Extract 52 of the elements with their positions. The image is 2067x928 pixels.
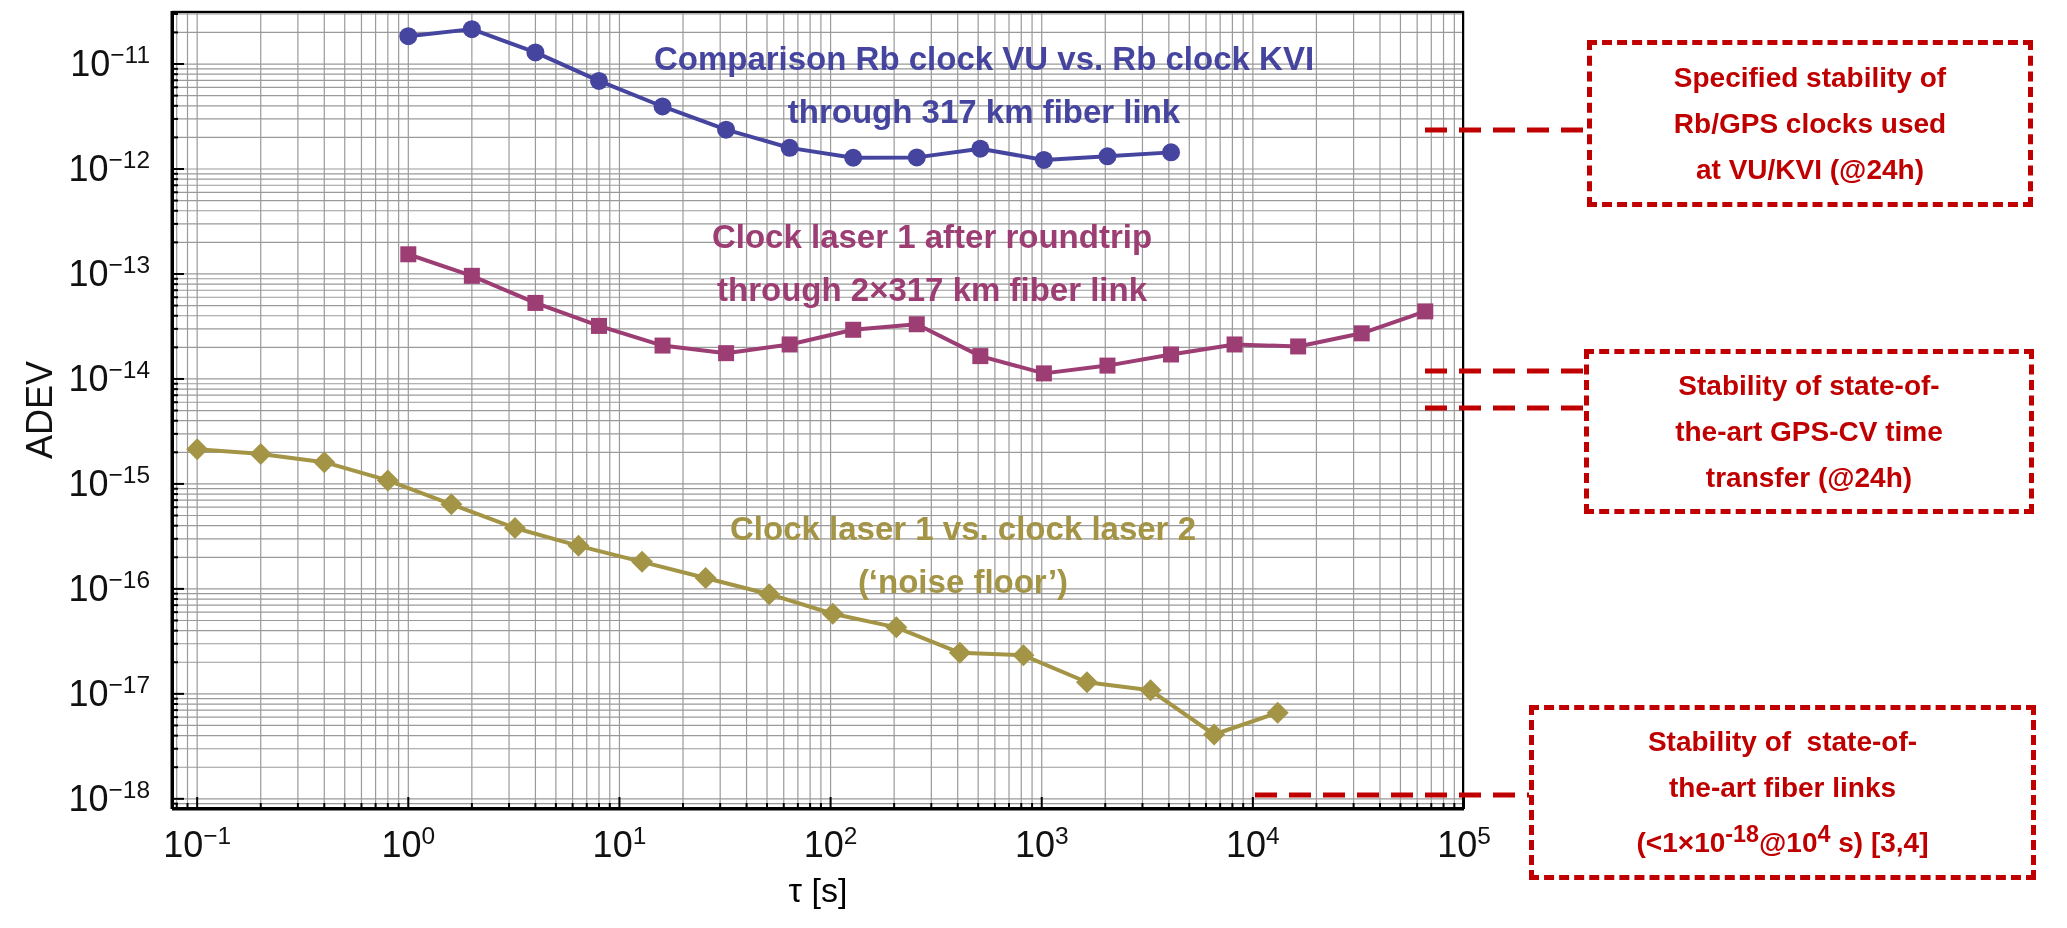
x-tick-label: 10$^{0}$ — [381, 821, 436, 865]
point — [1417, 303, 1434, 320]
y-tick-label: 10$^{−18}$ — [68, 775, 150, 819]
dashed-callout: Stability of state-of- the-art GPS-CV time transfer (@24h) — [1425, 349, 2034, 514]
x-tick-label: 10$^{2}$ — [803, 821, 858, 865]
point — [1099, 357, 1116, 374]
point — [1163, 346, 1180, 363]
point — [590, 317, 607, 334]
point — [589, 71, 608, 90]
point — [780, 138, 799, 157]
point — [1162, 143, 1181, 162]
point — [717, 120, 736, 139]
x-tick-label: 10$^{1}$ — [592, 821, 647, 865]
series-label: Clock laser 1 vs. clock laser 2 (‘noise floor’) — [730, 509, 1196, 602]
y-tick-label: 10$^{−12}$ — [68, 145, 150, 189]
point — [654, 337, 671, 354]
point — [972, 348, 989, 365]
point — [907, 148, 926, 167]
point — [1098, 147, 1117, 166]
y-axis-title: ADEV — [19, 360, 60, 460]
dashed-callout: Specified stability of Rb/GPS clocks used at VU/KVI (@24h) — [1425, 40, 2033, 207]
x-tick-label: 10$^{−1}$ — [163, 821, 232, 865]
y-tick-label: 10$^{−13}$ — [68, 250, 150, 294]
point — [1290, 338, 1307, 355]
series-label: Comparison Rb clock VU vs. Rb clock KVI through 317 km fiber link — [653, 39, 1315, 132]
y-tick-label: 10$^{−17}$ — [68, 670, 150, 714]
point — [844, 148, 863, 167]
x-tick-label: 10$^{3}$ — [1014, 821, 1069, 865]
point — [653, 97, 672, 116]
point — [462, 20, 481, 39]
point — [1226, 336, 1243, 353]
y-tick-label: 10$^{−15}$ — [68, 460, 150, 504]
point — [400, 246, 417, 263]
point — [527, 294, 544, 311]
point — [908, 316, 925, 333]
point — [781, 336, 798, 353]
point — [845, 321, 862, 338]
point — [463, 267, 480, 284]
point — [1353, 325, 1370, 342]
point — [399, 27, 418, 46]
y-tick-label: 10$^{−16}$ — [68, 565, 150, 609]
point — [1035, 365, 1052, 382]
x-axis-title: τ [s] — [788, 871, 848, 910]
y-tick-label: 10$^{−11}$ — [70, 40, 150, 85]
point — [971, 139, 990, 158]
point — [718, 345, 735, 362]
point — [526, 43, 545, 62]
x-tick-label: 10$^{5}$ — [1437, 821, 1491, 865]
y-tick-label: 10$^{−14}$ — [68, 355, 150, 399]
x-tick-label: 10$^{4}$ — [1226, 821, 1280, 865]
point — [1034, 150, 1053, 169]
series-label: Clock laser 1 after roundtrip through 2×317 km fiber link — [711, 217, 1153, 310]
